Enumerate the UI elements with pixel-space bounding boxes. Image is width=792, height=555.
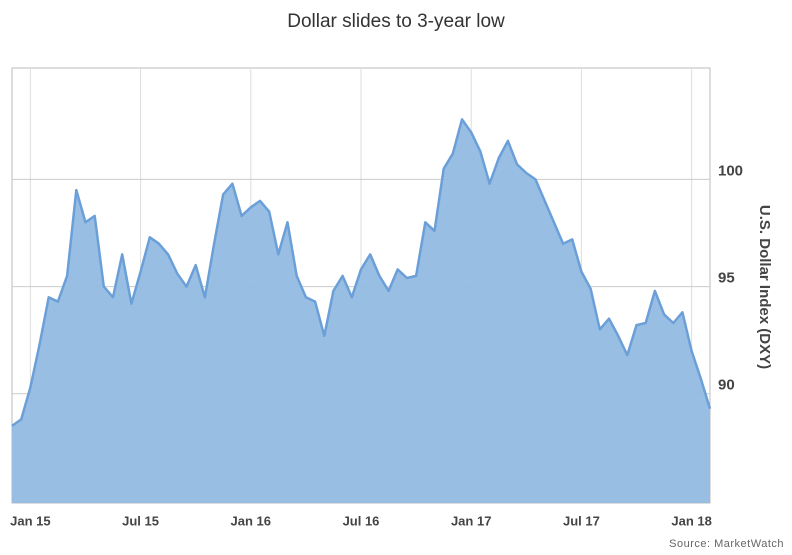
y-tick-label: 100 [718,162,743,179]
x-tick-label: Jul 17 [563,513,600,528]
x-tick-label: Jan 17 [451,513,491,528]
chart-title: Dollar slides to 3-year low [287,11,505,32]
y-axis-label: U.S. Dollar Index (DXY) [756,205,773,369]
source: Source: MarketWatch [669,538,784,550]
x-tick-label: Jul 15 [122,513,159,528]
line [11,118,712,427]
x-tick-label: Jan 15 [10,513,50,528]
y-tick-label: 95 [718,270,735,287]
area [12,119,710,504]
x-tick-label: Jan 16 [231,513,271,528]
x-tick-label: Jul 16 [343,513,380,528]
x-tick-label: Jan 18 [671,513,711,528]
y-tick-label: 90 [718,377,735,394]
